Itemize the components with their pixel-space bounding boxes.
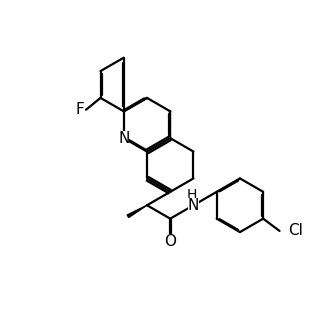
Text: N: N — [188, 198, 199, 213]
Text: O: O — [164, 234, 176, 249]
Polygon shape — [127, 205, 147, 217]
Text: F: F — [76, 102, 84, 117]
Text: Cl: Cl — [288, 223, 303, 239]
Text: N: N — [118, 131, 129, 146]
Text: H: H — [186, 188, 197, 202]
